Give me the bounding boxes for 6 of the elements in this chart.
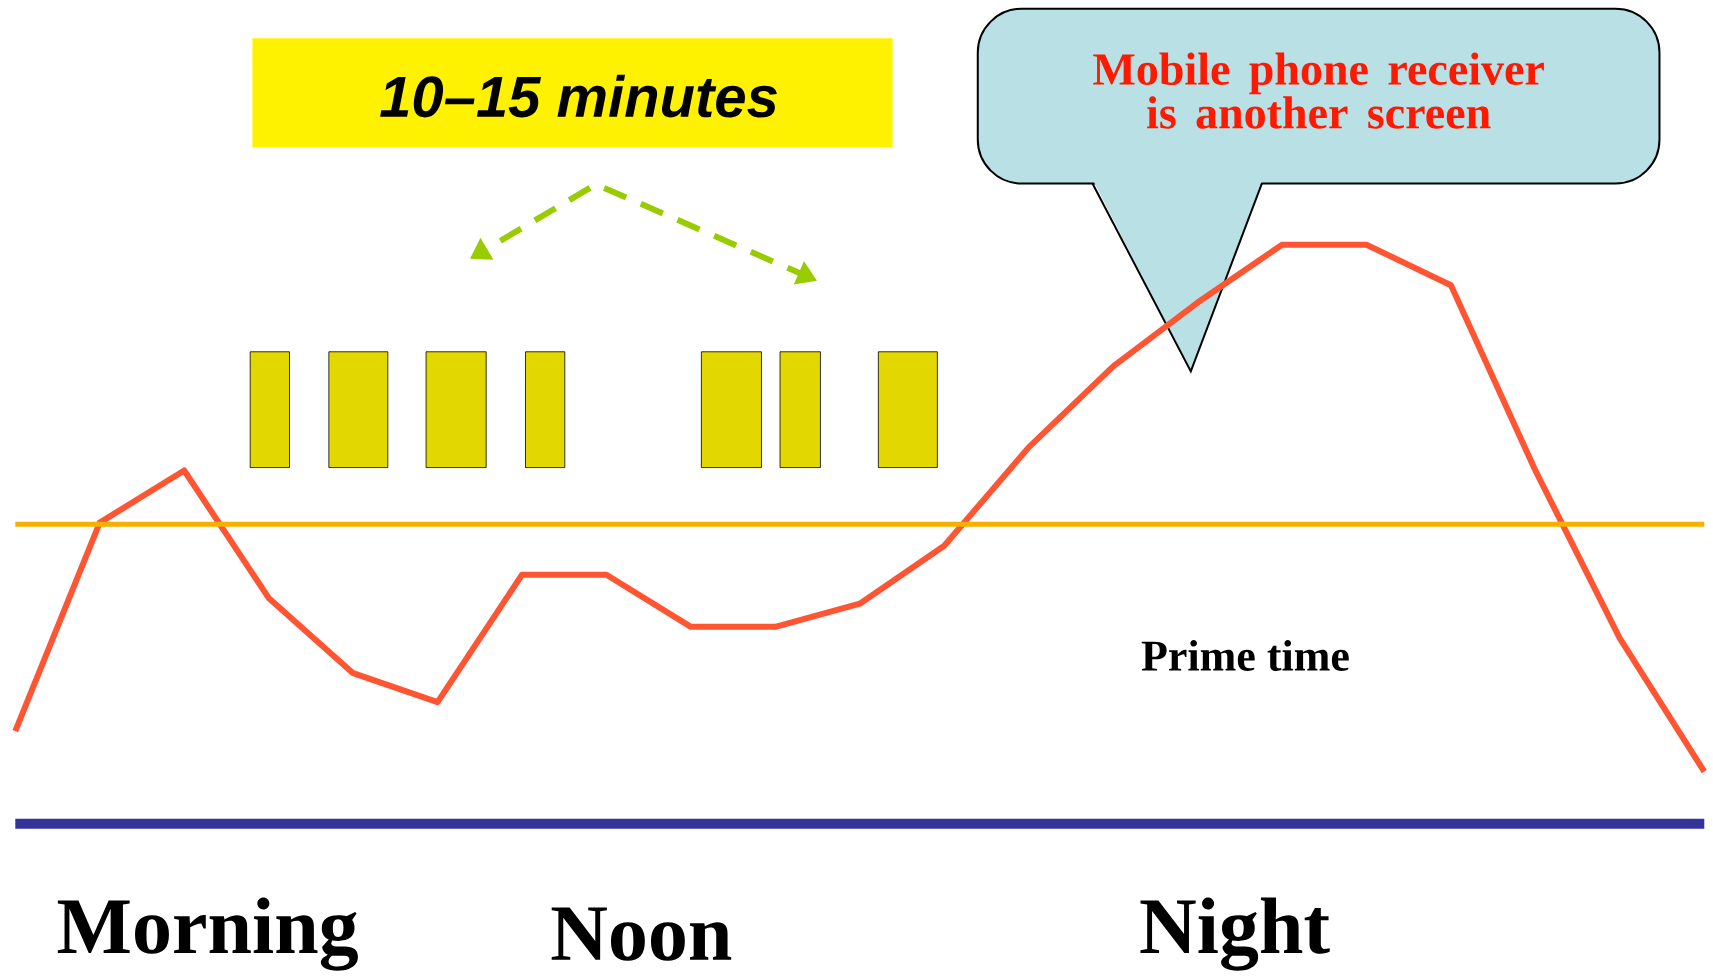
text: Noon <box>551 907 732 961</box>
annotation: Prime time <box>1141 640 1349 671</box>
text: Mobile phone receiver is another screen <box>1093 52 1544 129</box>
text: Night <box>1140 897 1330 971</box>
text: 10–15 minutes <box>380 74 777 118</box>
text: Morning <box>57 897 358 971</box>
